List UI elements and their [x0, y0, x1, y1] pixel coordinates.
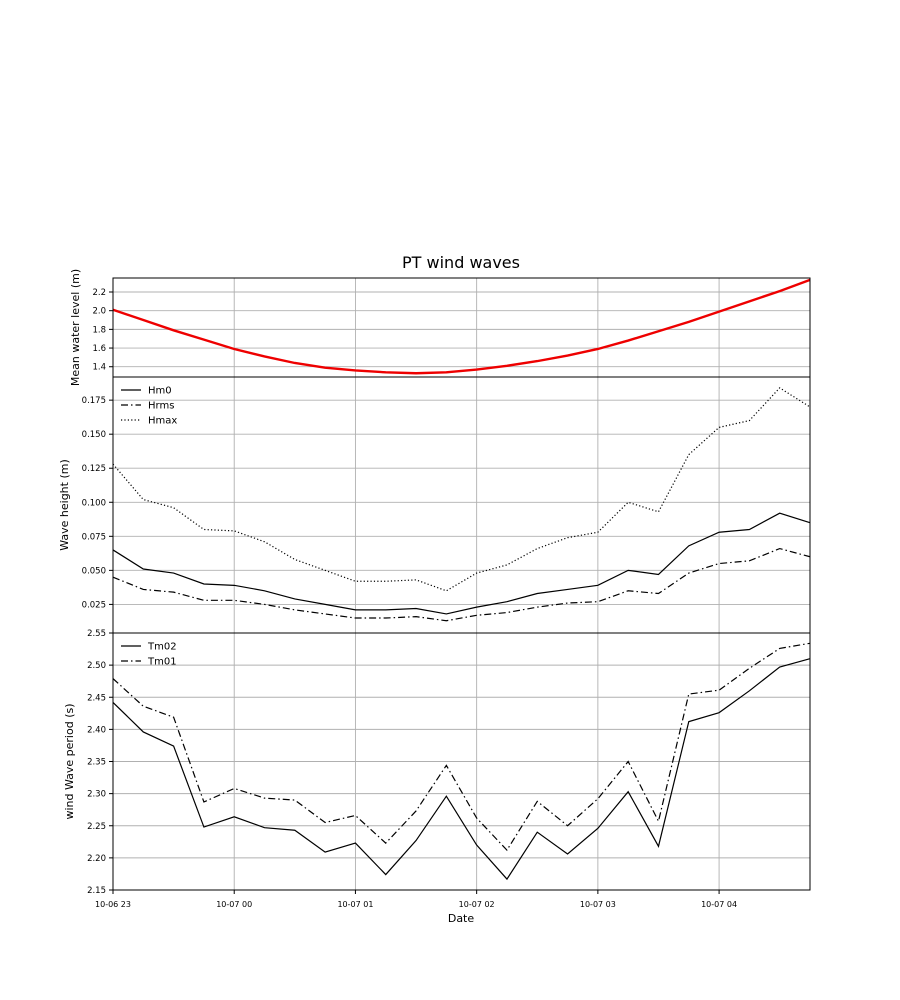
series-line-hm0 [112, 512, 811, 615]
series-line-hmax [112, 387, 811, 592]
y-tick-label: 2.40 [87, 725, 106, 735]
y-tick-label: 2.55 [87, 629, 106, 639]
y-tick-label: 0.150 [82, 430, 106, 440]
legend: Tm02 Tm01 [121, 642, 177, 668]
x-tick-label: 10-06 23 [95, 900, 131, 909]
y-tick-label: 2.50 [87, 661, 106, 671]
x-tick-label: 10-07 03 [580, 900, 616, 909]
panel-2: 0.025 0.050 0.075 0.100 0.125 0.150 0.175 Wave … [58, 376, 811, 634]
axes-frame [112, 277, 811, 378]
y-tick-label: 2.30 [87, 790, 106, 800]
legend-label-hrms: Hrms [148, 401, 174, 412]
legend-label-hm0: Hm0 [148, 386, 172, 397]
axes-frame [112, 376, 811, 634]
panel-1: 1.4 1.6 1.8 2.0 2.2 Mean water level (m) [69, 269, 811, 386]
x-tick-label: 10-07 00 [216, 900, 252, 909]
y-tick-label: 2.45 [87, 693, 106, 703]
chart-title: PT wind waves [402, 253, 520, 272]
legend-label-tm01: Tm01 [147, 657, 177, 668]
y-tick-label: 2.2 [92, 288, 106, 298]
x-axis-label: Date [448, 912, 475, 925]
panel-3: 2.15 2.20 2.25 2.30 2.35 2.40 2.45 2.50 2.55 wind… [63, 629, 811, 909]
legend-label-tm02: Tm02 [147, 642, 177, 653]
legend: Hm0 Hrms Hmax [121, 386, 177, 427]
legend-label-hmax: Hmax [148, 416, 177, 427]
y-tick-label: 1.8 [92, 325, 106, 335]
x-tick-label: 10-07 04 [701, 900, 737, 909]
y-tick-label: 0.175 [82, 396, 106, 406]
y-axis-label: wind Wave period (s) [63, 703, 76, 819]
series-line-water-level [112, 278, 811, 375]
y-tick-label: 2.35 [87, 758, 106, 768]
y-tick-label: 0.025 [82, 600, 106, 610]
x-tick-label: 10-07 01 [337, 900, 373, 909]
y-tick-label: 2.0 [92, 307, 106, 317]
series-line-tm01 [112, 642, 811, 852]
y-tick-label: 0.050 [82, 566, 106, 576]
y-tick-label: 1.4 [92, 363, 106, 373]
x-tick-label: 10-07 02 [459, 900, 495, 909]
y-tick-label: 1.6 [92, 344, 106, 354]
y-tick-label: 0.125 [82, 464, 106, 474]
y-tick-label: 0.100 [82, 498, 106, 508]
y-tick-label: 2.20 [87, 854, 106, 864]
y-tick-label: 2.25 [87, 822, 106, 832]
series-line-tm02 [112, 658, 811, 881]
y-axis-label: Mean water level (m) [69, 269, 82, 386]
y-tick-label: 2.15 [87, 886, 106, 896]
series-line-hrms [112, 547, 811, 622]
y-axis-label: Wave height (m) [58, 459, 71, 551]
y-tick-label: 0.075 [82, 532, 106, 542]
